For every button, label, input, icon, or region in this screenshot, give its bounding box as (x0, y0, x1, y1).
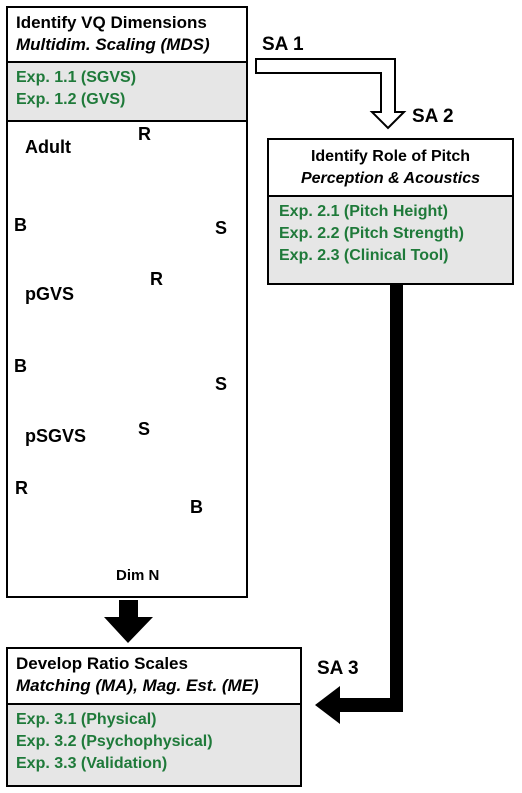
sa3-label: SA 3 (317, 658, 359, 679)
psgvs-title: pSGVS (25, 426, 87, 446)
sa1-exp-2: Exp. 1.2 (GVS) (16, 91, 126, 108)
sa3-exp-2: Exp. 3.2 (Psychophysical) (16, 733, 213, 750)
psgvs-label-dimn: Dim N (116, 567, 160, 584)
psgvs-label-b: B (190, 497, 203, 517)
sa1-experiments: Exp. 1.1 (SGVS) Exp. 1.2 (GVS) (8, 63, 246, 122)
sa2-experiments: Exp. 2.1 (Pitch Height) Exp. 2.2 (Pitch … (269, 197, 512, 283)
sa3-header: Develop Ratio Scales Matching (MA), Mag.… (8, 649, 300, 705)
sa2-header: Identify Role of Pitch Perception & Acou… (269, 140, 512, 197)
sa3-exp-3: Exp. 3.3 (Validation) (16, 755, 168, 772)
adult-label-s: S (215, 218, 228, 238)
sa1-box: Identify VQ Dimensions Multidim. Scaling… (6, 6, 248, 598)
psgvs-label-s: S (138, 419, 151, 439)
sa1-header: Identify VQ Dimensions Multidim. Scaling… (8, 8, 246, 63)
pgvs-title: pGVS (25, 284, 75, 304)
sa2-box: Identify Role of Pitch Perception & Acou… (267, 138, 514, 285)
sa2-exp-3: Exp. 2.3 (Clinical Tool) (279, 247, 449, 264)
pgvs-label-r: R (150, 269, 163, 289)
sa2-to-sa3-arrow (315, 283, 403, 724)
adult-label-b: B (14, 215, 27, 235)
sa2-exp-2: Exp. 2.2 (Pitch Strength) (279, 225, 464, 242)
sa3-exp-1: Exp. 3.1 (Physical) (16, 711, 157, 728)
sa1-to-sa3-arrow (104, 600, 153, 643)
adult-label-r: R (138, 124, 151, 144)
sa2-exp-1: Exp. 2.1 (Pitch Height) (279, 203, 448, 220)
pgvs-label-s: S (215, 374, 228, 394)
sa1-label: SA 1 (262, 34, 304, 55)
sa1-subtitle: Multidim. Scaling (MDS) (16, 35, 210, 54)
sa3-subtitle: Matching (MA), Mag. Est. (ME) (16, 676, 259, 695)
adult-title: Adult (25, 137, 71, 157)
pgvs-label-b: B (14, 356, 27, 376)
sa2-subtitle: Perception & Acoustics (300, 170, 480, 187)
sa2-label: SA 2 (412, 106, 454, 127)
sa1-exp-1: Exp. 1.1 (SGVS) (16, 69, 137, 86)
sa3-title: Develop Ratio Scales (16, 654, 188, 673)
sa1-title: Identify VQ Dimensions (16, 13, 207, 32)
sa3-box: Develop Ratio Scales Matching (MA), Mag.… (6, 647, 302, 787)
psgvs-label-r: R (15, 478, 28, 498)
sa1-to-sa2-arrow (255, 58, 407, 130)
sa3-experiments: Exp. 3.1 (Physical) Exp. 3.2 (Psychophys… (8, 705, 300, 785)
sa2-title: Identify Role of Pitch (310, 148, 471, 165)
